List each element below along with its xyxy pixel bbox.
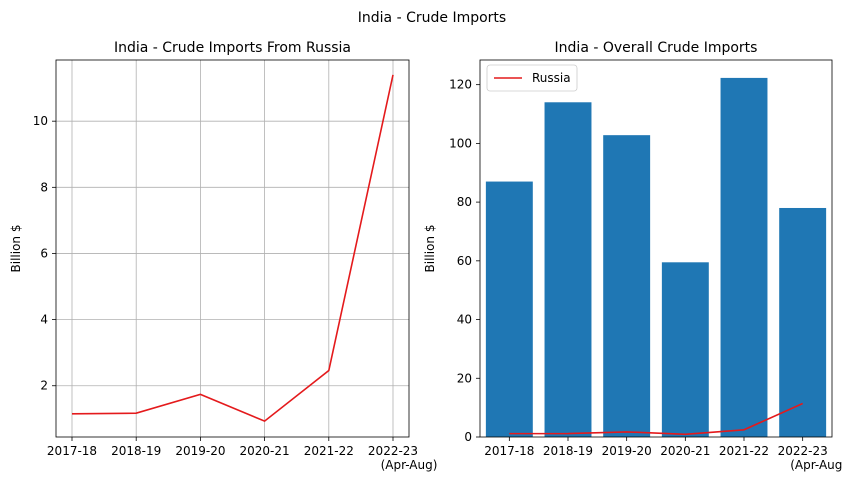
left-y-tick-label: 10	[33, 114, 48, 128]
left-plot-frame	[55, 59, 410, 438]
left-x-tick-label: 2017-18	[47, 444, 97, 458]
right-bar	[661, 262, 709, 437]
right-bar	[779, 207, 827, 437]
left-y-tick-label: 4	[40, 313, 48, 327]
left-x-tick-label: 2021-22	[304, 444, 354, 458]
left-line-chart: India - Crude Imports From Russia Billion…	[9, 40, 437, 472]
right-legend: Russia	[486, 64, 578, 92]
right-plot-frame	[479, 59, 833, 438]
right-x-tick-label: 2021-22	[719, 444, 769, 458]
right-bar	[720, 77, 768, 438]
legend-russia-label: Russia	[532, 71, 571, 85]
left-chart-title: India - Crude Imports From Russia	[114, 40, 351, 56]
right-x-tick-label: 2019-20	[602, 444, 652, 458]
right-bar	[603, 135, 651, 438]
left-y-tick-label: 2	[40, 379, 48, 393]
left-y-axis-label: Billion $	[9, 225, 23, 273]
left-series-line	[71, 74, 394, 423]
left-y-tick-label: 8	[40, 180, 48, 194]
right-y-tick-label: 80	[457, 195, 472, 209]
left-x-tick-label: 2018-19	[111, 444, 161, 458]
right-y-tick-label: 40	[457, 313, 472, 327]
right-russia-line	[509, 402, 803, 436]
right-y-tick-label: 0	[464, 430, 472, 444]
right-chart-title: India - Overall Crude Imports	[555, 40, 758, 56]
left-x-tick-label: 2022-23 (Apr-Aug)	[368, 444, 438, 472]
right-x-tick-label: 2020-21	[660, 444, 710, 458]
right-y-tick-label: 20	[457, 371, 472, 385]
right-x-tick-label: 2017-18	[484, 444, 534, 458]
left-y-tick-label: 6	[40, 246, 48, 260]
right-y-tick-label: 100	[449, 136, 472, 150]
right-y-axis-label: Billion $	[423, 225, 437, 273]
right-x-tick-label: 2022-23 (Apr-Aug)	[778, 444, 842, 472]
left-x-tick-label: 2019-20	[175, 444, 225, 458]
figure-suptitle: India - Crude Imports	[358, 10, 506, 26]
legend-box	[486, 64, 578, 92]
right-bar	[544, 102, 592, 438]
right-y-tick-label: 60	[457, 254, 472, 268]
right-y-tick-label: 120	[449, 78, 472, 92]
right-bar	[485, 181, 533, 437]
left-x-tick-label: 2020-21	[240, 444, 290, 458]
right-x-tick-label: 2018-19	[543, 444, 593, 458]
